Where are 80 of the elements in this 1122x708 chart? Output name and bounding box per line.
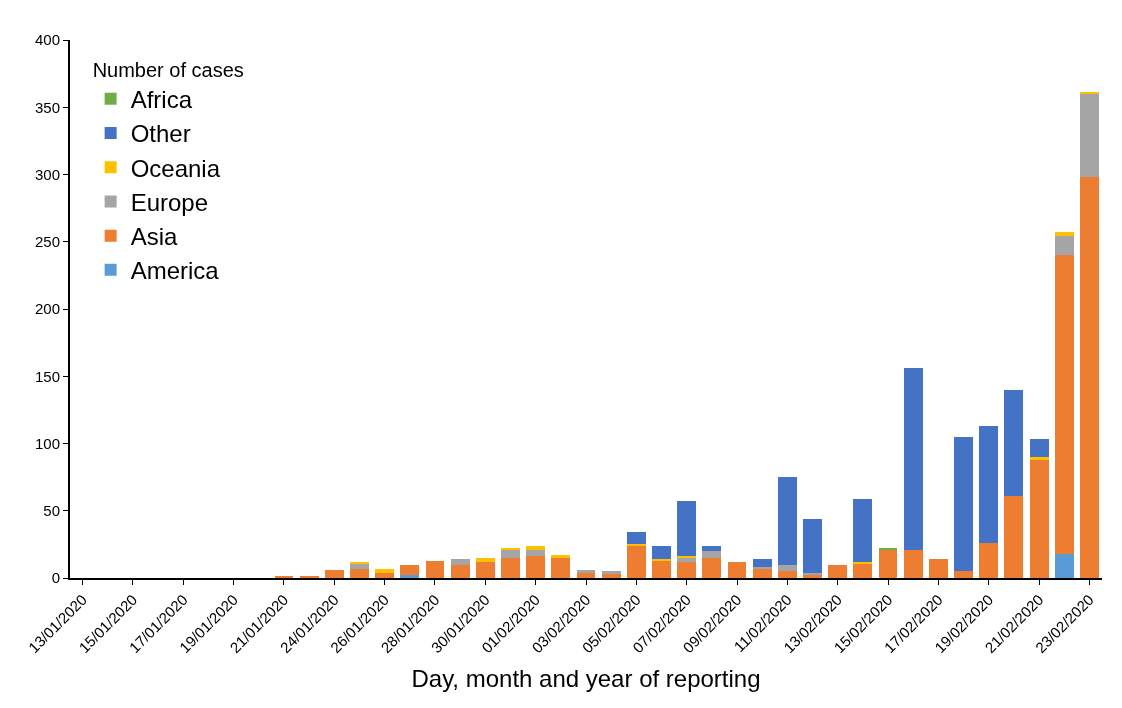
legend-label: America [130,257,220,285]
legend-label: Oceania [130,154,221,182]
y-tick-label: 300 [34,165,60,183]
bar [501,549,520,558]
bar [752,559,772,568]
bar [350,568,369,578]
legend-label: Africa [130,86,193,114]
legend-label: Other [130,120,191,148]
y-tick-label: 250 [34,233,60,250]
bar [1029,456,1049,460]
bar [777,477,797,565]
bar [1054,232,1074,237]
bar [450,559,470,565]
bar [324,569,344,578]
legend-title: Number of cases [92,58,244,81]
bar [954,571,973,578]
bar [626,532,646,545]
bar [450,564,470,578]
bar [652,560,671,578]
bar [425,560,445,578]
bar [652,545,671,560]
x-axis-title: Day, month and year of reporting [411,664,761,692]
bar [903,549,923,578]
bar [475,557,495,562]
y-tick-label: 50 [43,502,60,519]
bar [853,563,873,578]
bar [727,561,747,578]
bar [1004,389,1024,496]
bar [702,545,722,552]
bar [677,501,697,557]
bar [979,543,999,578]
bar [601,573,621,578]
bar [1029,439,1049,457]
bar [1079,93,1099,178]
bar [979,426,999,544]
bar [702,557,722,578]
bar [1054,553,1074,578]
bar [777,564,797,572]
y-tick-label: 200 [34,300,60,318]
bar [677,561,697,578]
bar [551,555,571,558]
bar [777,571,797,578]
y-tick-label: 150 [34,367,60,385]
bar [601,571,621,574]
bar [551,557,571,578]
bar [400,575,420,578]
bar [1054,236,1074,256]
bar [400,564,420,576]
y-tick-label: 400 [34,31,60,49]
bar [526,549,546,557]
bar [828,564,848,578]
legend-label: Europe [130,188,209,216]
bar [526,545,546,550]
legend-label: Asia [130,223,178,251]
bar [803,518,822,573]
bar [1054,255,1074,554]
bar [752,568,772,578]
bar [576,569,596,573]
bar [878,549,898,578]
bar [375,572,395,578]
bar [853,561,873,564]
bar [626,545,646,578]
y-tick-label: 100 [34,434,60,452]
bar [475,561,495,578]
y-tick-label: 0 [51,569,60,587]
bar [677,557,697,562]
bar [526,556,546,578]
bar [350,561,369,564]
bar [501,557,520,578]
bar [928,559,948,578]
bar [350,563,369,569]
y-tick-label: 350 [34,98,60,116]
bar [1004,495,1024,578]
bar [375,568,395,573]
bar [903,368,923,550]
bar [1029,459,1049,578]
bar [954,436,973,572]
bar [853,498,873,562]
bar [1079,177,1099,578]
bar [702,551,722,558]
